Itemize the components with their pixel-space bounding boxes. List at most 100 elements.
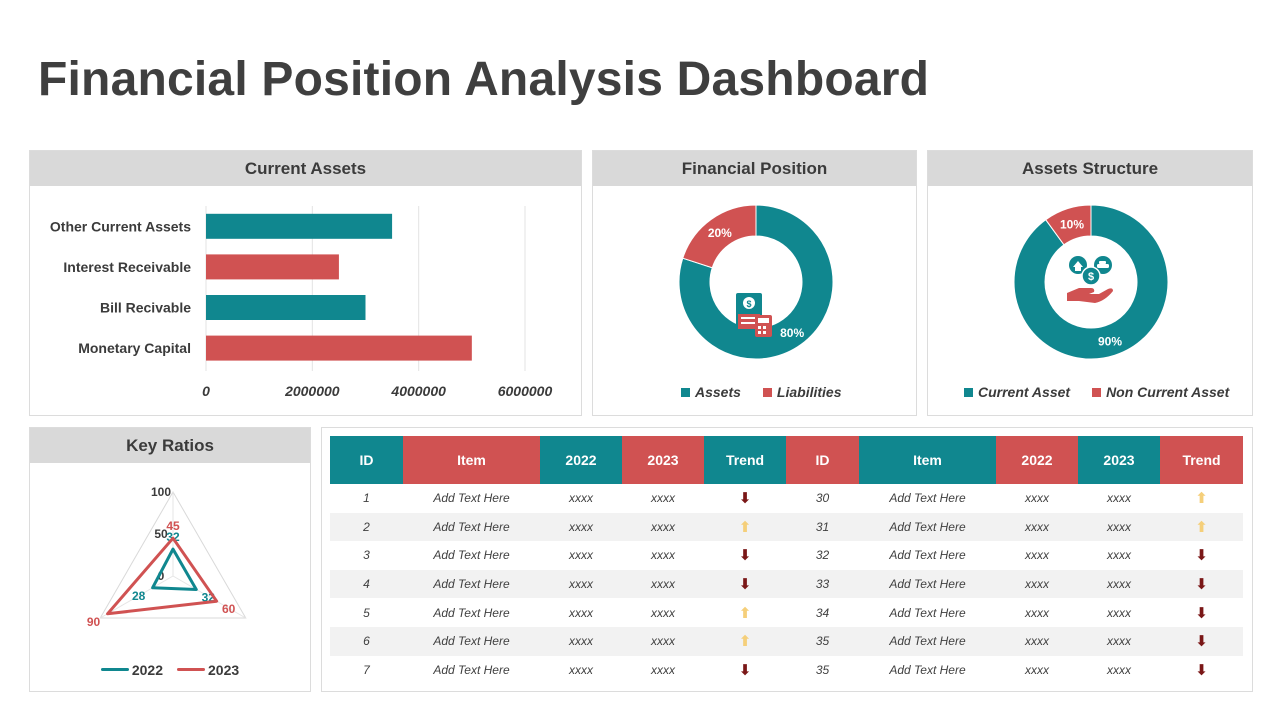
header-2023-left: 2023 xyxy=(622,436,704,484)
cell-y2023: xxxx xyxy=(651,605,675,620)
cell-y2022: xxxx xyxy=(1025,662,1049,677)
arrow-up-icon: ⬆ xyxy=(738,604,752,622)
cell-item: Add Text Here xyxy=(433,548,510,563)
cell-item: Add Text Here xyxy=(889,605,966,620)
arrow-down-icon: ⬇ xyxy=(1195,604,1208,622)
cell-id: 35 xyxy=(815,662,830,677)
financial-position-donut-chart: $ 80% 20% xyxy=(678,204,834,360)
cell-trend: ⬆ xyxy=(704,598,786,627)
arrow-down-icon: ⬇ xyxy=(738,576,752,594)
cell-trend: ⬇ xyxy=(1160,656,1243,685)
svg-text:$: $ xyxy=(1088,271,1094,283)
arrow-down-icon: ⬇ xyxy=(1195,547,1208,565)
hand-money-icon: $ xyxy=(1067,256,1113,303)
cell-y2022: xxxx xyxy=(996,569,1078,599)
assets-structure-title: Assets Structure xyxy=(928,151,1252,186)
arrow-up-icon: ⬆ xyxy=(1195,518,1208,536)
table-row: 5 Add Text Here xxxx xxxx ⬆ 34 Add Text Here xx… xyxy=(330,598,1243,627)
radar-series-2023 xyxy=(106,536,219,616)
arrow-down-icon: ⬇ xyxy=(1195,576,1208,594)
cell-trend: ⬆ xyxy=(1160,484,1243,513)
cell-id: 4 xyxy=(330,569,403,599)
items-table: ID Item 2022 2023 Trend ID Item 2022 2023 Trend 1… xyxy=(330,436,1243,684)
cell-trend: ⬇ xyxy=(1160,626,1243,656)
header-2023-right: 2023 xyxy=(1078,436,1160,484)
cell-id: 7 xyxy=(363,662,370,677)
cell-trend: ⬇ xyxy=(704,484,786,513)
radar-grid xyxy=(99,491,247,619)
header-item-left: Item xyxy=(403,436,540,484)
header-2022-left: 2022 xyxy=(540,436,622,484)
cell-id: 6 xyxy=(330,626,403,656)
cell-y2022: xxxx xyxy=(1025,491,1049,506)
cell-id: 34 xyxy=(815,605,830,620)
legend-item-current-asset: Current Asset xyxy=(964,384,1070,400)
cell-y2023: xxxx xyxy=(1107,491,1131,506)
cell-y2022: xxxx xyxy=(540,569,622,599)
radar-value-label: 45 xyxy=(166,519,180,533)
cell-item: Add Text Here xyxy=(433,662,510,677)
radar-value-label: 28 xyxy=(132,589,146,603)
donut-slices xyxy=(678,204,834,360)
header-item-right: Item xyxy=(859,436,996,484)
cell-trend: ⬇ xyxy=(1160,541,1243,570)
arrow-down-icon: ⬇ xyxy=(1195,661,1208,679)
cell-y2023: xxxx xyxy=(651,548,675,563)
cell-y2022: xxxx xyxy=(540,512,622,542)
cell-item: Add Text Here xyxy=(433,491,510,506)
cell-y2023: xxxx xyxy=(651,662,675,677)
cell-item: Add Text Here xyxy=(889,548,966,563)
cell-id: 2 xyxy=(330,512,403,542)
arrow-down-icon: ⬇ xyxy=(738,661,752,679)
bar xyxy=(206,295,366,320)
slice-label: 80% xyxy=(780,326,804,340)
items-table-panel: ID Item 2022 2023 Trend ID Item 2022 2023 Trend 1… xyxy=(321,427,1253,692)
category-label: Bill Recivable xyxy=(100,300,191,316)
header-id-right: ID xyxy=(786,436,859,484)
category-label: Monetary Capital xyxy=(78,340,191,356)
key-ratios-panel: Key Ratios 100 50 0 32 32 28 45 60 90 2022 2023 xyxy=(29,427,311,692)
cell-id: 1 xyxy=(363,491,370,506)
arrow-down-icon: ⬇ xyxy=(738,547,752,565)
cell-id: 32 xyxy=(815,548,830,563)
legend-label-current-asset: Current Asset xyxy=(978,384,1071,400)
cell-id: 31 xyxy=(786,512,859,542)
cell-trend: ⬇ xyxy=(1160,598,1243,627)
table-row: 3 Add Text Here xxxx xxxx ⬇ 32 Add Text Here xx… xyxy=(330,541,1243,570)
cell-y2023: xxxx xyxy=(622,626,704,656)
assets-structure-panel: Assets Structure $ 90% 10% Current Asset … xyxy=(927,150,1253,416)
cell-id: 3 xyxy=(363,548,370,563)
cell-y2022: xxxx xyxy=(569,491,593,506)
radar-spoke xyxy=(100,575,174,619)
x-tick-label: 0 xyxy=(202,383,210,399)
cell-trend: ⬆ xyxy=(704,512,786,542)
table-row: 7 Add Text Here xxxx xxxx ⬇ 35 Add Text Here xx… xyxy=(330,656,1243,685)
cell-y2022: xxxx xyxy=(996,626,1078,656)
arrow-down-icon: ⬇ xyxy=(1195,633,1208,651)
cell-id: 5 xyxy=(363,605,370,620)
table-header-row: ID Item 2022 2023 Trend ID Item 2022 2023 Trend xyxy=(330,436,1243,484)
cell-y2022: xxxx xyxy=(996,512,1078,542)
arrow-down-icon: ⬇ xyxy=(738,490,752,508)
radar-scale-label: 50 xyxy=(154,527,168,541)
slice-label: 10% xyxy=(1060,218,1084,232)
cell-y2023: xxxx xyxy=(1078,512,1160,542)
legend-label-2022: 2022 xyxy=(131,662,163,678)
cell-item: Add Text Here xyxy=(403,626,540,656)
assets-structure-donut-chart: $ 90% 10% xyxy=(1013,204,1169,360)
cell-id: 33 xyxy=(786,569,859,599)
cell-y2022: xxxx xyxy=(540,626,622,656)
radar-scale-label: 100 xyxy=(151,485,171,499)
cell-trend: ⬇ xyxy=(704,656,786,685)
cell-id: 30 xyxy=(815,491,830,506)
cell-y2023: xxxx xyxy=(622,569,704,599)
cell-y2023: xxxx xyxy=(1107,662,1131,677)
bar xyxy=(206,213,393,239)
cell-y2023: xxxx xyxy=(651,491,675,506)
legend-label-assets: Assets xyxy=(695,384,741,400)
cell-y2022: xxxx xyxy=(569,605,593,620)
x-tick-label: 4000000 xyxy=(390,383,446,399)
arrow-up-icon: ⬆ xyxy=(738,633,752,651)
svg-text:$: $ xyxy=(746,299,751,309)
